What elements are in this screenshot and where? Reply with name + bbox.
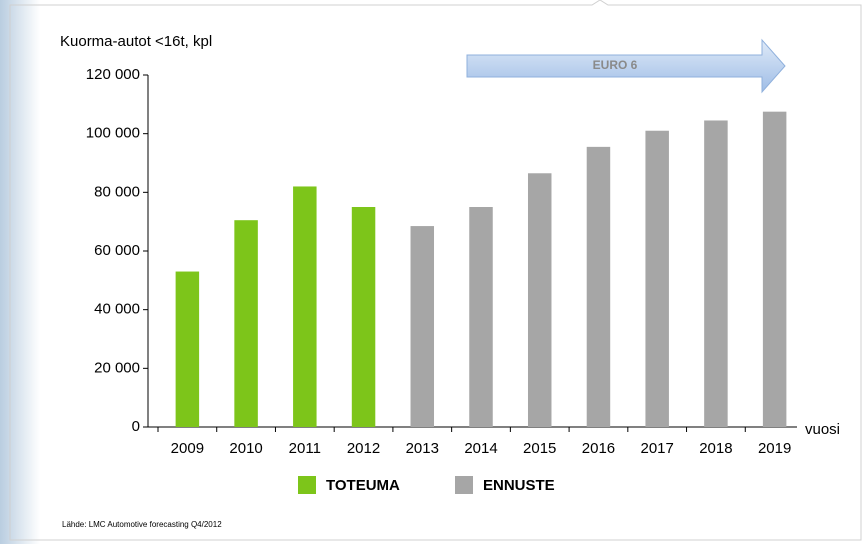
legend-label: TOTEUMA — [326, 477, 400, 494]
frame — [9, 0, 862, 541]
chart-title: Kuorma-autot <16t, kpl — [60, 33, 212, 50]
bar — [234, 220, 258, 427]
x-tick-label: 2018 — [699, 440, 732, 457]
x-tick-label: 2014 — [464, 440, 497, 457]
x-tick-label: 2009 — [171, 440, 204, 457]
bar — [762, 111, 787, 428]
bar — [645, 130, 669, 427]
y-tick-label: 120 000 — [86, 66, 140, 83]
x-tick-label: 2019 — [758, 440, 791, 457]
x-axis-label: vuosi — [805, 421, 840, 438]
bar — [410, 226, 435, 427]
x-tick-label: 2012 — [347, 440, 380, 457]
annotation-arrow — [466, 38, 786, 94]
bar — [704, 120, 728, 427]
legend-swatch — [455, 476, 473, 494]
legend-swatch — [298, 476, 316, 494]
x-tick-label: 2013 — [406, 440, 439, 457]
y-tick-label: 0 — [132, 418, 140, 435]
bar — [293, 186, 317, 427]
annotation: EURO 6 — [593, 58, 638, 72]
y-tick-label: 60 000 — [94, 242, 140, 259]
bar — [351, 207, 376, 427]
x-tick-label: 2017 — [640, 440, 673, 457]
y-tick-label: 20 000 — [94, 359, 140, 376]
x-tick-label: 2016 — [582, 440, 615, 457]
y-tick-label: 80 000 — [94, 183, 140, 200]
bar — [469, 207, 493, 427]
bar — [586, 146, 611, 427]
x-tick-label: 2011 — [289, 440, 321, 457]
y-tick-label: 100 000 — [86, 125, 140, 142]
x-tick-label: 2010 — [229, 440, 262, 457]
legend-label: ENNUSTE — [483, 477, 555, 494]
bar — [527, 173, 552, 427]
x-tick-label: 2015 — [523, 440, 556, 457]
bar — [175, 271, 200, 427]
source: Lähde: LMC Automotive forecasting Q4/201… — [62, 520, 222, 529]
y-tick-label: 40 000 — [94, 301, 140, 318]
background-edge — [0, 0, 40, 544]
